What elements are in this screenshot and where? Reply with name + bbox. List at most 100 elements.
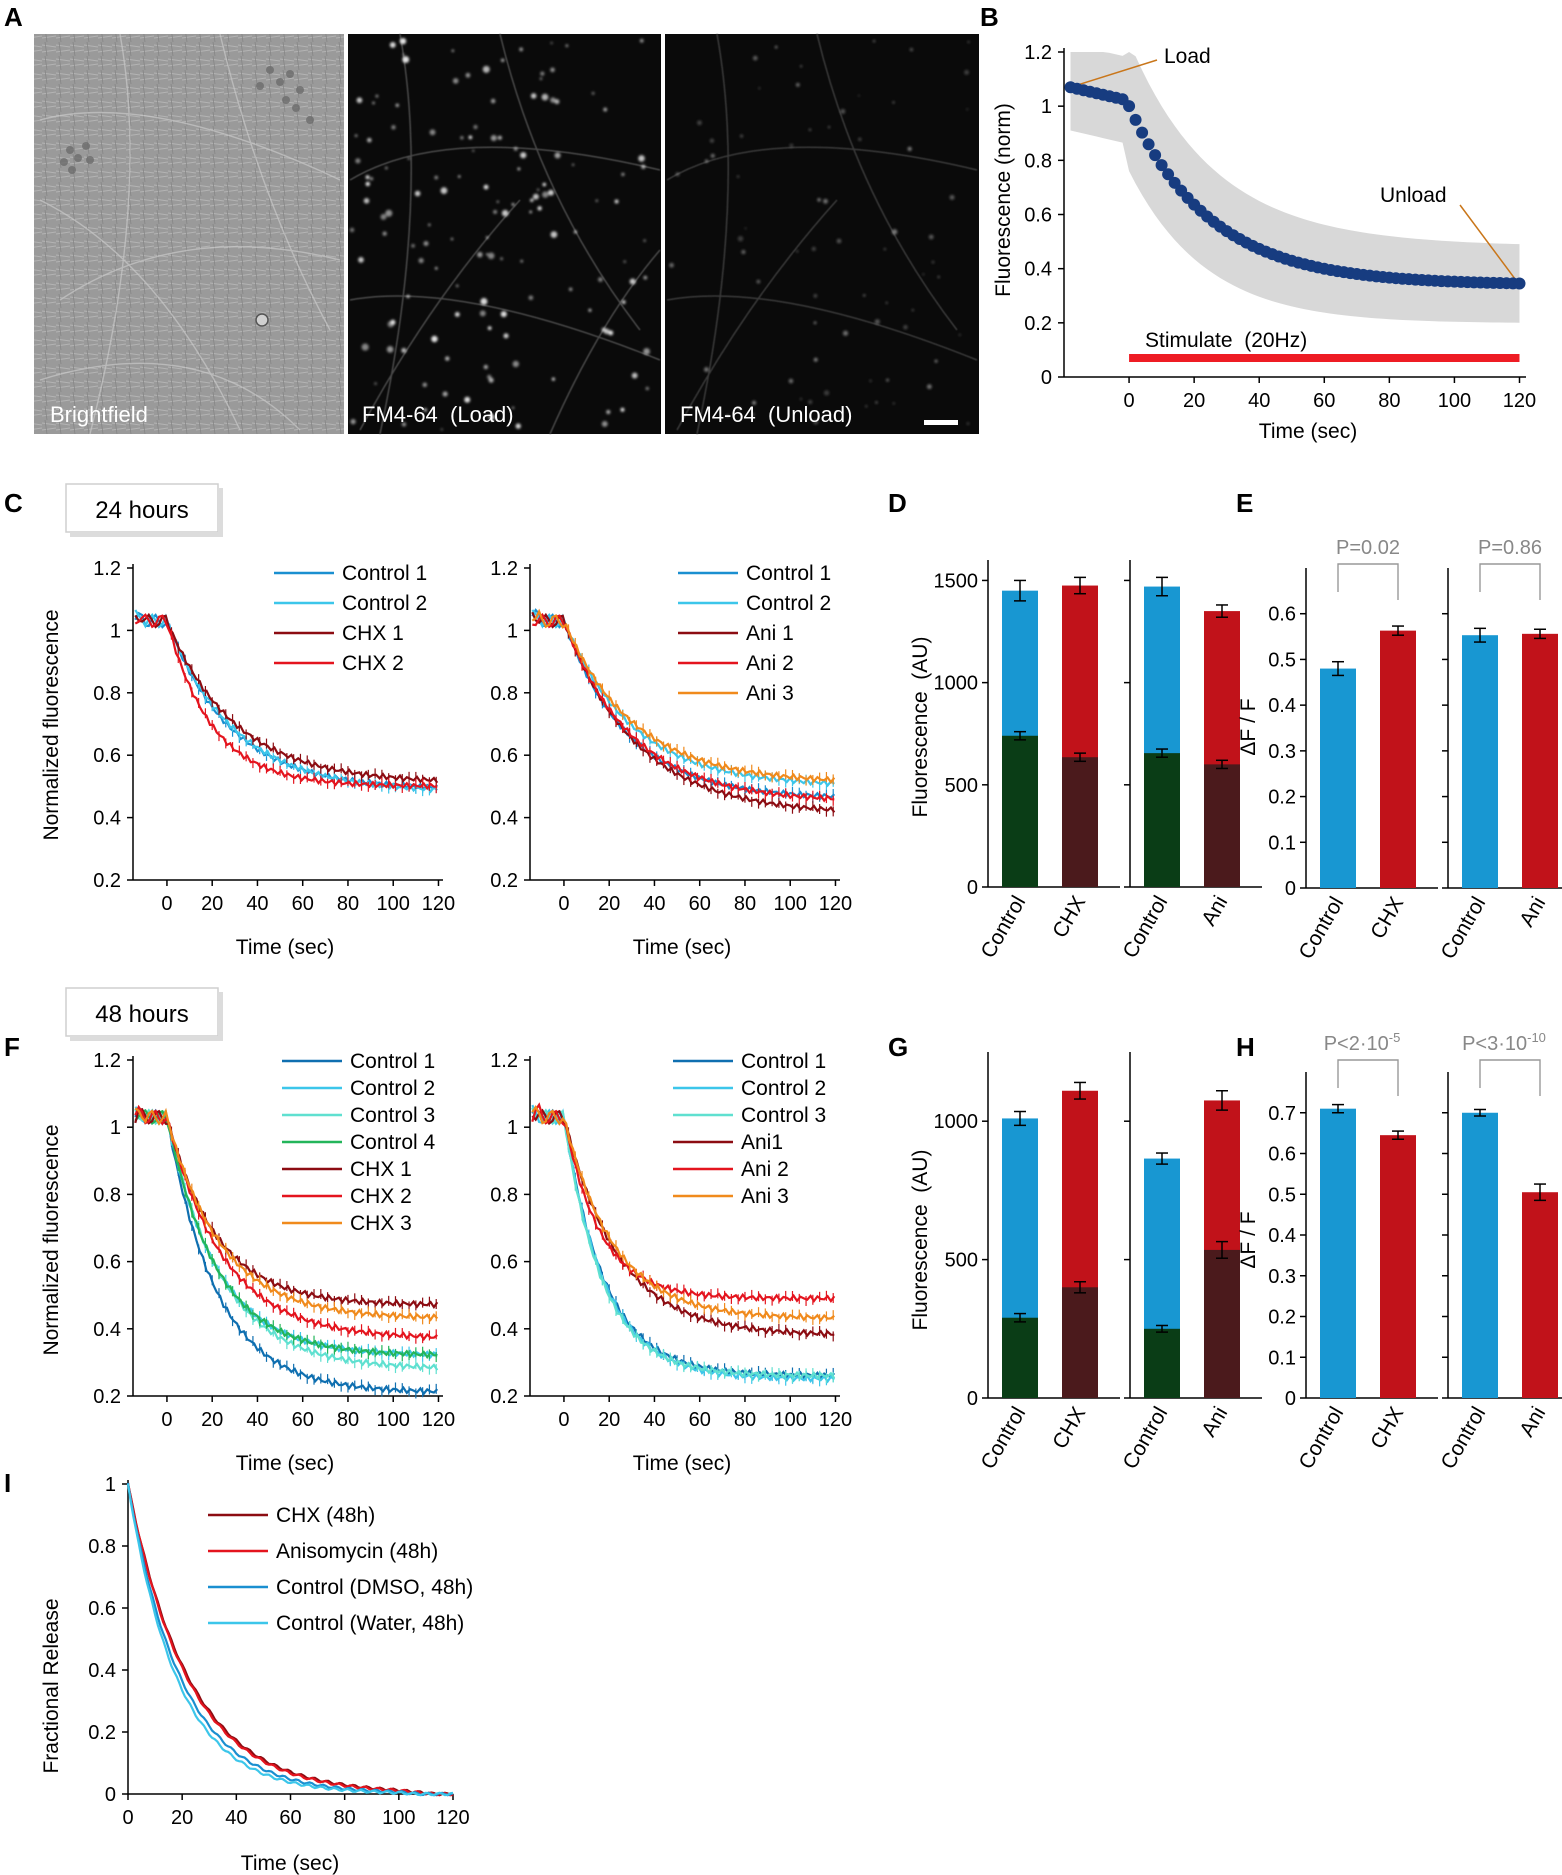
duration-label-24h: 24 hours — [95, 497, 188, 524]
punctum — [483, 66, 490, 73]
x-tick-label: 120 — [819, 1409, 852, 1431]
punctum — [529, 295, 534, 300]
y-tick-label: 500 — [945, 1250, 978, 1272]
punctum — [452, 50, 454, 52]
y-tick-label: 0.5 — [1268, 1184, 1296, 1206]
duration-label-48h: 48 hours — [95, 1001, 188, 1028]
axis-label-x-c-right: Time (sec) — [633, 936, 731, 959]
punctum — [646, 387, 649, 390]
x-tick-label: 100 — [382, 1807, 415, 1829]
punctum — [401, 348, 406, 353]
x-tick-label: 80 — [337, 1409, 359, 1431]
punctum — [588, 309, 591, 312]
bar-unload — [1002, 1318, 1038, 1398]
punctum — [892, 101, 894, 103]
punctum — [741, 250, 745, 254]
legend-label: CHX 3 — [350, 1212, 412, 1235]
punctum — [514, 147, 518, 151]
punctum — [460, 136, 463, 139]
panel-letter-c: C — [4, 488, 23, 518]
punctum — [927, 384, 932, 389]
bar-unload — [1062, 1287, 1098, 1398]
x-category-label: Ani — [1515, 893, 1550, 931]
punctum — [789, 379, 794, 384]
bar-unload — [1144, 753, 1180, 887]
scale-bar — [924, 420, 958, 425]
punctum — [623, 260, 625, 262]
panel-b: 00.20.40.60.811.20 20 40 60 80 100 120 Fluores… — [992, 42, 1536, 443]
punctum — [886, 379, 889, 382]
x-tick-label: 60 — [689, 1409, 711, 1431]
x-tick-label: 100 — [1438, 390, 1471, 412]
y-tick-label: 0 — [1285, 1388, 1296, 1410]
punctum — [542, 191, 548, 197]
panel-i: 00.20.40.60.810 20 40 60 80 100 120CHX (48h)An… — [40, 1474, 473, 1875]
y-tick-label: 0.2 — [490, 1386, 518, 1408]
punctum — [814, 321, 817, 324]
y-tick-label: 1.2 — [490, 558, 518, 580]
axis-label-x-i: Time (sec) — [241, 1852, 339, 1875]
punctum — [737, 175, 739, 177]
punctum — [453, 78, 459, 84]
p-value-label: P=0.86 — [1478, 537, 1542, 559]
punctum — [615, 200, 619, 204]
legend-label: Control 1 — [342, 562, 427, 585]
series-line — [128, 1483, 453, 1795]
axis-label-y-d: Fluorescence (AU) — [909, 637, 932, 818]
x-tick-label: 0 — [558, 893, 569, 915]
punctum — [529, 211, 531, 213]
punctum — [711, 154, 715, 158]
punctum — [840, 109, 845, 114]
legend-label: Control 1 — [741, 1050, 826, 1073]
punctum — [574, 230, 577, 233]
punctum — [419, 258, 424, 263]
x-tick-label: 120 — [436, 1807, 469, 1829]
y-tick-label: 0 — [1041, 367, 1052, 389]
punctum — [396, 104, 399, 107]
data-point — [1149, 149, 1161, 161]
punctum — [357, 97, 363, 103]
punctum — [858, 95, 860, 97]
punctum — [473, 125, 477, 129]
x-category-label: Control — [1119, 892, 1173, 962]
series-line — [128, 1483, 453, 1795]
punctum — [445, 356, 449, 360]
legend-label: Ani 3 — [741, 1185, 789, 1208]
punctum — [789, 144, 793, 148]
axis-label-y-i: Fractional Release — [40, 1598, 63, 1773]
punctum — [964, 70, 969, 75]
y-tick-label: 1.2 — [93, 558, 121, 580]
punctum — [372, 102, 374, 104]
x-tick-label: 40 — [246, 1409, 268, 1431]
punctum — [387, 346, 394, 353]
y-tick-label: 1 — [507, 620, 518, 642]
punctum — [892, 229, 897, 234]
punctum — [435, 267, 438, 270]
x-tick-label: 20 — [201, 1409, 223, 1431]
punctum — [809, 128, 812, 131]
annotation-load: Load — [1164, 45, 1211, 68]
punctum — [908, 147, 912, 151]
data-point — [1123, 100, 1135, 112]
punctum — [796, 250, 799, 253]
punctum — [391, 125, 395, 129]
y-tick-label: 0.6 — [1268, 604, 1296, 626]
punctum — [355, 158, 360, 163]
y-tick-label: 1 — [1041, 96, 1052, 118]
y-tick-label: 0 — [105, 1784, 116, 1806]
punctum — [480, 310, 486, 316]
p-value-exponent: -5 — [1389, 1030, 1401, 1045]
punctum — [967, 422, 970, 425]
punctum — [886, 302, 888, 304]
p-value-label: P=0.02 — [1336, 537, 1400, 559]
data-point — [1143, 138, 1155, 150]
x-category-label: CHX — [1048, 892, 1090, 942]
legend-label: CHX 2 — [350, 1185, 412, 1208]
punctum — [455, 312, 460, 317]
y-tick-label: 0.6 — [1268, 1144, 1296, 1166]
punctum — [531, 93, 537, 99]
legend-label: Control 3 — [741, 1104, 826, 1127]
panel-letter-i: I — [4, 1468, 11, 1498]
punctum — [756, 280, 760, 284]
punctum — [480, 298, 487, 305]
